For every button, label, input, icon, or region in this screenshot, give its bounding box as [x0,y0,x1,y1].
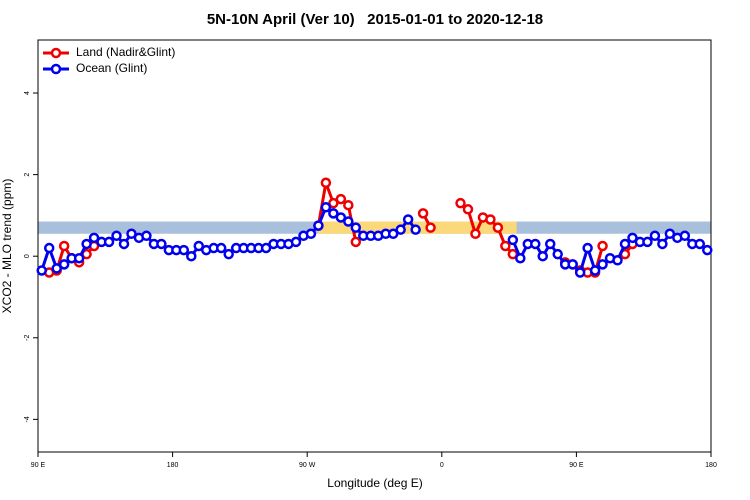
data-point [395,224,406,235]
data-point [507,234,519,246]
x-axis-label: Longitude (deg E) [327,476,422,490]
data-point [657,238,668,250]
x-tick-label: 90 E [569,462,584,469]
legend-marker [50,63,62,75]
data-point [530,238,541,250]
data-point [343,216,354,227]
data-point [328,197,339,209]
data-point [455,197,466,209]
data-point [642,236,653,248]
data-point [320,201,332,213]
data-point [470,228,481,240]
data-point [290,236,302,248]
data-point [702,244,713,256]
data-point [350,236,362,248]
data-point [335,212,347,223]
data-point [223,248,234,260]
data-point [88,232,100,244]
data-point [343,199,354,211]
chart-title: 5N-10N April (Ver 10) 2015-01-01 to 2020… [207,11,543,28]
legend-marker [50,47,62,59]
x-tick-label: 180 [705,462,717,469]
data-point [141,230,152,242]
data-point [178,244,190,256]
data-point [582,242,593,254]
data-point [193,240,205,252]
data-point [619,238,631,250]
y-tick-label: -2 [24,335,31,341]
data-point [215,242,227,254]
legend-label: Ocean (Glint) [76,61,147,75]
data-point [186,250,197,262]
data-point [335,193,347,205]
data-point [597,259,608,270]
data-point [597,240,608,252]
data-point [694,238,706,250]
data-point [402,214,414,225]
data-point [679,230,691,242]
data-point [126,228,137,240]
data-point [664,228,676,240]
data-point [627,232,638,244]
data-point [552,248,563,260]
data-point [507,248,519,260]
data-point [574,267,586,278]
data-point [425,222,436,233]
y-tick-label: 0 [24,254,31,258]
data-point [81,238,92,250]
data-point [156,238,167,250]
data-point [73,252,85,264]
x-tick-label: 180 [167,462,179,469]
data-point [111,230,122,242]
plot-frame [37,39,712,453]
data-point [58,259,70,270]
data-point [51,263,62,274]
data-point [492,222,504,233]
data-point [417,208,429,219]
x-tick-label: 90 W [299,462,316,469]
data-point [260,242,272,254]
data-point [544,238,556,250]
data-point [320,177,332,189]
data-point [410,224,421,235]
data-point [313,220,324,231]
data-point [462,204,474,215]
legend-label: Land (Nadir&Glint) [76,45,175,59]
data-point [567,259,578,270]
y-axis-label: XCO2 - MLO trend (ppm) [0,179,14,314]
data-point [387,228,399,240]
data-point [43,242,55,254]
data-point [58,240,70,252]
y-tick-label: 2 [24,173,31,177]
data-point [118,238,130,250]
data-point [649,230,661,242]
data-point [328,208,339,219]
data-point [350,222,362,233]
data-point [500,240,511,252]
y-tick-label: -4 [24,416,31,422]
x-tick-label: 90 E [31,462,46,469]
data-point [537,250,548,262]
x-tick-label: 0 [440,462,444,469]
data-point [515,252,526,264]
data-point [305,228,317,240]
data-point [103,236,115,248]
data-point [589,265,601,276]
y-tick-label: 4 [24,91,31,95]
data-point [36,265,47,276]
data-point [485,214,496,225]
data-point [612,255,623,266]
